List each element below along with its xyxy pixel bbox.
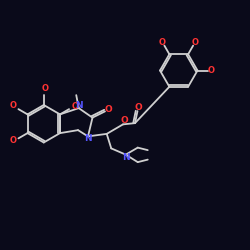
Text: O: O	[208, 66, 215, 75]
Text: O: O	[120, 116, 128, 126]
Text: O: O	[159, 38, 166, 47]
Text: N: N	[122, 152, 130, 162]
Text: O: O	[71, 102, 78, 112]
Text: O: O	[104, 105, 112, 114]
Text: N: N	[84, 134, 92, 143]
Text: O: O	[10, 101, 17, 110]
Text: O: O	[9, 136, 16, 145]
Text: N: N	[75, 101, 83, 110]
Text: O: O	[192, 38, 198, 47]
Text: O: O	[42, 84, 48, 93]
Text: O: O	[134, 103, 142, 112]
